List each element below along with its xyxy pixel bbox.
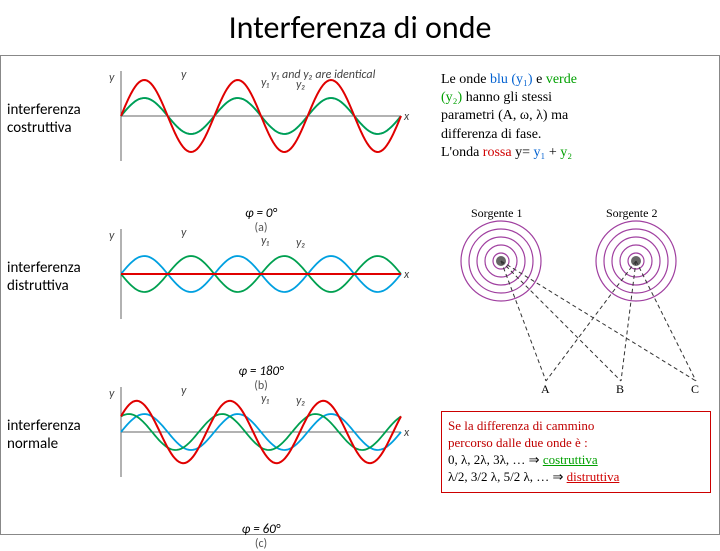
wave-panel-1: yxy₁y₂yφ = 180°(b) xyxy=(96,224,426,393)
panel-label-2: interferenzanormale xyxy=(7,417,81,453)
svg-text:y: y xyxy=(181,226,187,240)
description-text: Le onde blu (y₁) e verde (y₂) hanno gli … xyxy=(441,71,711,162)
phi-label-2: φ = 60° xyxy=(96,522,426,537)
svg-text:y: y xyxy=(181,68,187,82)
svg-text:y: y xyxy=(109,387,115,401)
phi-label-0: φ = 0° xyxy=(96,206,426,221)
blue-word: blu (y₁) xyxy=(490,72,533,87)
svg-text:y: y xyxy=(109,229,115,243)
svg-text:x: x xyxy=(403,110,410,124)
wave-panel-2: y x y₁ y₂ y φ = 60°(c) xyxy=(96,382,426,551)
svg-text:y₁: y₁ xyxy=(261,392,269,406)
red-word: rossa xyxy=(483,145,512,160)
svg-text:y: y xyxy=(181,384,187,398)
svg-text:y: y xyxy=(109,71,115,85)
content-frame: interferenzacostruttiva y x y₁ y₂ y y₁ and y₂ … xyxy=(0,55,720,535)
constructive-word: costruttiva xyxy=(543,452,598,467)
pointA-label: A xyxy=(541,382,550,397)
pointC-label: C xyxy=(691,382,699,397)
green-word: verde xyxy=(546,72,577,87)
wave-panel-0: yxy₁y₂yy₁ and y₂ are identicalφ = 0°(a) xyxy=(96,66,426,235)
panel-label-1: interferenzadistruttiva xyxy=(7,259,81,295)
destructive-word: distruttiva xyxy=(567,469,620,484)
phi-label-1: φ = 180° xyxy=(96,364,426,379)
source2-label: Sorgente 2 xyxy=(606,206,657,221)
note-box: Se la differenza di cammino percorso dal… xyxy=(441,411,711,493)
pointB-label: B xyxy=(616,382,624,397)
svg-text:y₁: y₁ xyxy=(261,234,269,248)
panel-label-0: interferenzacostruttiva xyxy=(7,101,81,137)
waves-column: interferenzacostruttiva y x y₁ y₂ y y₁ and y₂ … xyxy=(1,56,431,531)
svg-text:y₂: y₂ xyxy=(296,236,305,250)
sub-label-2: (c) xyxy=(96,537,426,551)
svg-text:y₂: y₂ xyxy=(296,394,305,408)
page-title: Interferenza di onde xyxy=(0,0,720,47)
right-column: Le onde blu (y₁) e verde (y₂) hanno gli … xyxy=(436,56,716,531)
svg-text:y₁: y₁ xyxy=(261,76,269,90)
svg-text:x: x xyxy=(403,426,410,440)
svg-text:x: x xyxy=(403,268,410,282)
sources-diagram: Sorgente 1 Sorgente 2 A B C xyxy=(441,206,711,396)
source1-label: Sorgente 1 xyxy=(471,206,522,221)
svg-text:y₁ and y₂ are identical: y₁ and y₂ are identical xyxy=(271,68,376,82)
